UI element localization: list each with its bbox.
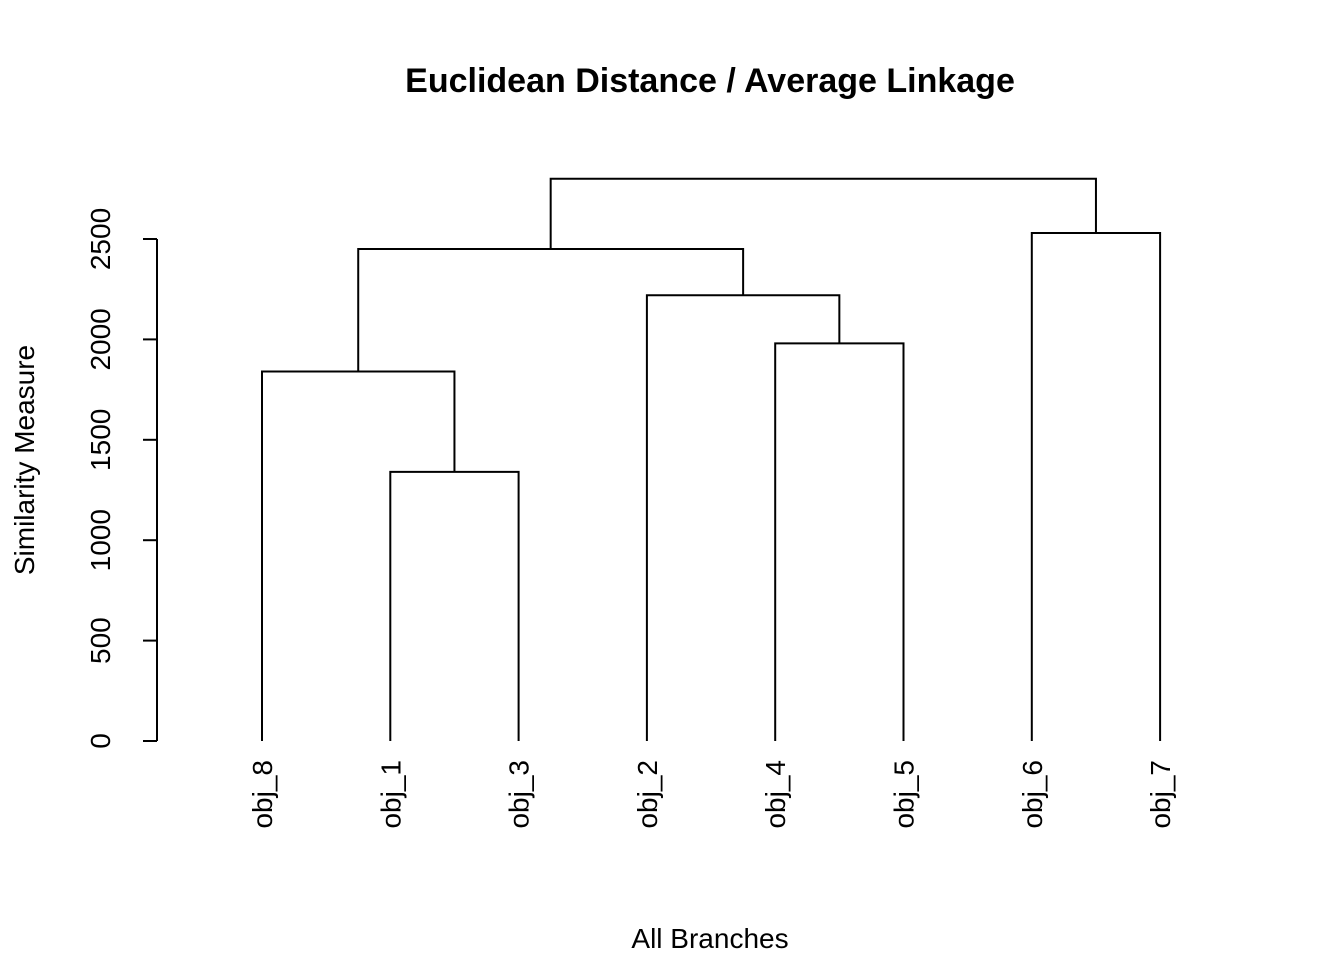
- y-tick-label: 1500: [85, 409, 116, 471]
- leaf-label-obj-3: obj_3: [504, 760, 535, 829]
- leaf-label-obj-5: obj_5: [889, 760, 920, 829]
- y-tick-label: 500: [85, 617, 116, 664]
- y-axis: 0 500 1000 1500 2000 2500: [85, 208, 158, 749]
- y-tick-label: 2000: [85, 308, 116, 370]
- branch-m3: [774, 342, 905, 741]
- branch-m1: [389, 470, 520, 741]
- y-tick-label: 1000: [85, 509, 116, 571]
- y-tick-label: 0: [85, 733, 116, 749]
- y-tick-label: 2500: [85, 208, 116, 270]
- branch-m6: [1030, 231, 1162, 741]
- leaf-label-obj-7: obj_7: [1145, 760, 1176, 829]
- leaf-label-obj-1: obj_1: [375, 760, 406, 829]
- leaf-label-obj-8: obj_8: [247, 760, 278, 829]
- leaf-label-obj-4: obj_4: [760, 760, 791, 829]
- branch-m4: [645, 294, 841, 741]
- leaf-labels: obj_8 obj_1 obj_3 obj_2 obj_4 obj_5 obj_6 obj_7: [247, 760, 1176, 829]
- chart-title: Euclidean Distance / Average Linkage: [405, 62, 1015, 100]
- y-axis-label: Similarity Measure: [9, 345, 40, 575]
- branch-m2: [261, 370, 456, 741]
- branch-m7: [549, 177, 1097, 250]
- dendrogram-branches: [261, 177, 1162, 741]
- leaf-label-obj-6: obj_6: [1017, 760, 1048, 829]
- branch-m5: [357, 248, 745, 372]
- x-axis-label: All Branches: [631, 923, 788, 954]
- leaf-label-obj-2: obj_2: [632, 760, 663, 829]
